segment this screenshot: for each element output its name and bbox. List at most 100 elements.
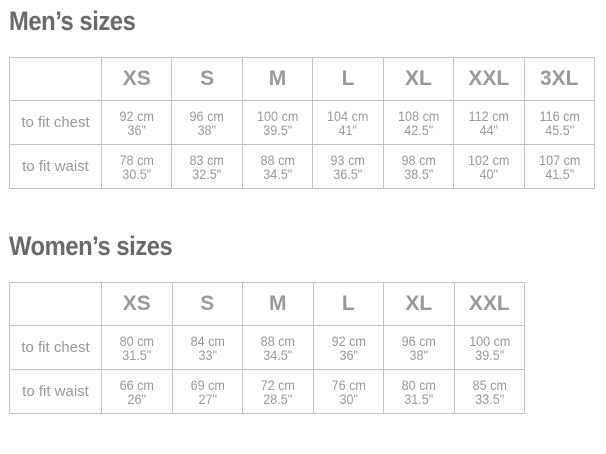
cm-value: 78 cm bbox=[119, 151, 154, 168]
cm-value: 80 cm bbox=[119, 332, 154, 349]
measurement-cell: 112 cm 44" bbox=[453, 100, 525, 145]
inch-value: 38" bbox=[197, 121, 217, 138]
measurement-cell: 83 cm 32.5" bbox=[171, 144, 243, 189]
womens-sizes-title: Women’s sizes bbox=[9, 231, 173, 261]
inch-value: 38.5" bbox=[403, 165, 433, 182]
empty-corner-cell bbox=[9, 282, 102, 326]
row-label: to fit waist bbox=[9, 144, 102, 189]
cm-value: 69 cm bbox=[190, 376, 225, 393]
row-label: to fit waist bbox=[9, 369, 102, 414]
cm-value: 85 cm bbox=[472, 376, 507, 393]
measurement-cell: 78 cm 30.5" bbox=[100, 144, 173, 189]
measurement-cell: 96 cm 38" bbox=[171, 100, 243, 145]
cm-value: 66 cm bbox=[119, 376, 154, 393]
size-header: XS bbox=[101, 282, 173, 326]
size-header: L bbox=[312, 57, 384, 101]
inch-value: 42.5" bbox=[403, 121, 433, 138]
inch-value: 31.5" bbox=[404, 390, 434, 407]
cm-value: 116 cm bbox=[539, 107, 580, 124]
cm-value: 108 cm bbox=[397, 107, 440, 124]
cm-value: 100 cm bbox=[256, 107, 299, 124]
size-header: M bbox=[242, 282, 314, 326]
cm-value: 92 cm bbox=[331, 332, 366, 349]
measurement-cell: 88 cm 34.5" bbox=[241, 144, 314, 189]
cm-value: 98 cm bbox=[401, 151, 436, 168]
inch-value: 41.5" bbox=[544, 165, 574, 182]
cm-value: 93 cm bbox=[330, 151, 366, 168]
measurement-cell: 108 cm 42.5" bbox=[382, 100, 455, 145]
cm-value: 102 cm bbox=[468, 151, 510, 168]
measurement-cell: 69 cm 27" bbox=[171, 369, 243, 414]
inch-value: 32.5" bbox=[192, 165, 222, 182]
size-header: XL bbox=[383, 282, 455, 326]
measurement-cell: 96 cm 38" bbox=[383, 325, 455, 370]
inch-value: 34.5" bbox=[263, 346, 293, 363]
mens-size-table: XS S M L XL XXL 3XL to fit chest 92 cm 36" 96 cm 38… bbox=[9, 57, 596, 189]
size-header: M bbox=[241, 57, 314, 101]
table-row: to fit chest 92 cm 36" 96 cm 38" 100 cm 39.5" 1… bbox=[9, 100, 596, 145]
cm-value: 72 cm bbox=[260, 376, 295, 393]
row-label: to fit chest bbox=[9, 325, 102, 370]
measurement-cell: 116 cm 45.5" bbox=[523, 100, 596, 145]
inch-value: 33" bbox=[197, 346, 217, 363]
measurement-cell: 92 cm 36" bbox=[100, 100, 173, 145]
cm-value: 107 cm bbox=[538, 151, 580, 168]
measurement-cell: 80 cm 31.5" bbox=[101, 325, 173, 370]
inch-value: 39.5" bbox=[474, 346, 504, 363]
measurement-cell: 80 cm 31.5" bbox=[383, 369, 455, 414]
inch-value: 44" bbox=[479, 121, 499, 138]
measurement-cell: 104 cm 41" bbox=[312, 100, 384, 145]
inch-value: 31.5" bbox=[122, 346, 152, 363]
size-header: XL bbox=[382, 57, 455, 101]
measurement-cell: 98 cm 38.5" bbox=[382, 144, 455, 189]
cm-value: 88 cm bbox=[260, 151, 295, 168]
inch-value: 30" bbox=[338, 390, 358, 407]
measurement-cell: 88 cm 34.5" bbox=[242, 325, 314, 370]
measurement-cell: 100 cm 39.5" bbox=[241, 100, 314, 145]
measurement-cell: 102 cm 40" bbox=[453, 144, 525, 189]
header-row: XS S M L XL XXL 3XL bbox=[9, 57, 596, 101]
size-header: S bbox=[171, 57, 243, 101]
inch-value: 38" bbox=[409, 346, 428, 363]
measurement-cell: 72 cm 28.5" bbox=[242, 369, 314, 414]
inch-value: 39.5" bbox=[263, 121, 293, 138]
cm-value: 80 cm bbox=[401, 376, 436, 393]
inch-value: 30.5" bbox=[122, 165, 152, 182]
table-row: to fit waist 78 cm 30.5" 83 cm 32.5" 88 cm 34.… bbox=[9, 144, 596, 189]
size-header: 3XL bbox=[523, 57, 596, 101]
measurement-cell: 92 cm 36" bbox=[312, 325, 384, 370]
inch-value: 26" bbox=[127, 390, 146, 407]
inch-value: 28.5" bbox=[263, 390, 293, 407]
measurement-cell: 66 cm 26" bbox=[101, 369, 173, 414]
cm-value: 112 cm bbox=[468, 107, 510, 124]
cm-value: 88 cm bbox=[260, 332, 295, 349]
size-header: L bbox=[312, 282, 384, 326]
cm-value: 84 cm bbox=[190, 332, 225, 349]
inch-value: 36.5" bbox=[333, 165, 363, 182]
empty-corner-cell bbox=[9, 57, 102, 101]
inch-value: 34.5" bbox=[263, 165, 293, 182]
womens-size-table: XS S M L XL XXL to fit chest 80 cm 31.5" 84 cm 33"… bbox=[9, 282, 525, 414]
cm-value: 96 cm bbox=[189, 107, 225, 124]
inch-value: 45.5" bbox=[544, 121, 574, 138]
cm-value: 100 cm bbox=[468, 332, 510, 349]
cm-value: 83 cm bbox=[189, 151, 225, 168]
inch-value: 36" bbox=[338, 346, 358, 363]
measurement-cell: 84 cm 33" bbox=[171, 325, 243, 370]
measurement-cell: 100 cm 39.5" bbox=[453, 325, 525, 370]
inch-value: 27" bbox=[197, 390, 217, 407]
header-row: XS S M L XL XXL bbox=[9, 282, 525, 326]
size-header: XS bbox=[100, 57, 173, 101]
measurement-cell: 85 cm 33.5" bbox=[453, 369, 525, 414]
table-row: to fit chest 80 cm 31.5" 84 cm 33" 88 cm 34.5"… bbox=[9, 325, 525, 370]
measurement-cell: 107 cm 41.5" bbox=[523, 144, 596, 189]
inch-value: 36" bbox=[127, 121, 146, 138]
size-header: XXL bbox=[453, 57, 525, 101]
inch-value: 33.5" bbox=[474, 390, 504, 407]
row-label: to fit chest bbox=[9, 100, 102, 145]
measurement-cell: 76 cm 30" bbox=[312, 369, 384, 414]
cm-value: 104 cm bbox=[327, 107, 369, 124]
cm-value: 76 cm bbox=[331, 376, 366, 393]
cm-value: 96 cm bbox=[401, 332, 436, 349]
size-header: S bbox=[171, 282, 243, 326]
